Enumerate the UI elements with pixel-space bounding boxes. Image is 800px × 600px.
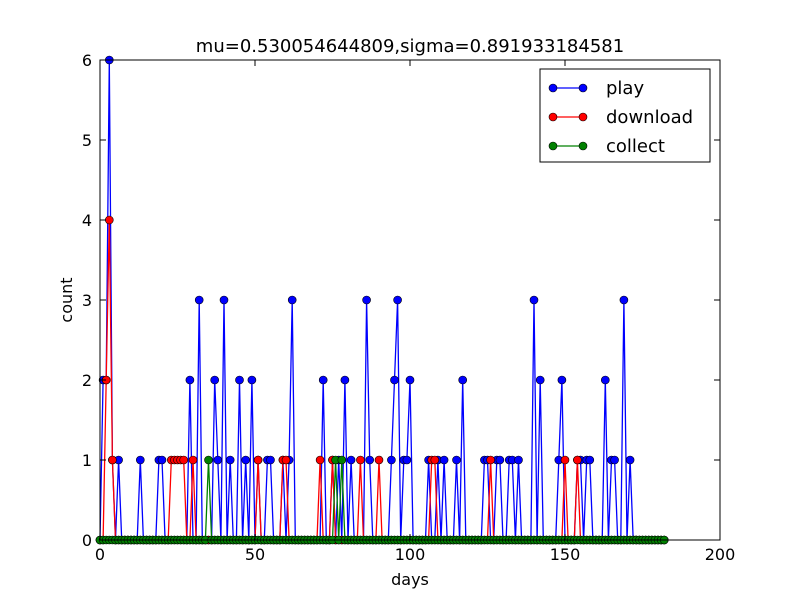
y-tick-label: 3 xyxy=(82,291,92,310)
x-tick-label: 150 xyxy=(550,545,581,564)
data-point-play xyxy=(458,375,468,385)
data-point-download xyxy=(374,455,384,465)
data-point-play xyxy=(194,295,204,305)
y-tick-label: 2 xyxy=(82,371,92,390)
data-point-download xyxy=(430,455,440,465)
data-point-download xyxy=(560,455,570,465)
data-point-play xyxy=(210,375,219,385)
data-point-play xyxy=(185,375,195,385)
y-tick-label: 1 xyxy=(82,451,92,470)
data-point-download xyxy=(188,455,198,465)
data-point-play xyxy=(557,375,567,385)
data-point-download xyxy=(105,215,114,225)
legend-label: collect xyxy=(606,136,665,157)
data-point-play xyxy=(535,375,545,385)
data-point-play xyxy=(157,455,167,465)
data-point-play xyxy=(514,455,523,465)
data-point-download xyxy=(108,455,117,465)
data-point-play xyxy=(219,295,229,305)
data-point-play xyxy=(390,375,399,385)
data-point-play xyxy=(235,375,244,385)
data-point-play xyxy=(318,375,328,385)
data-point-download xyxy=(315,455,325,465)
y-tick-label: 0 xyxy=(82,531,92,550)
data-point-play xyxy=(387,455,396,465)
data-point-play xyxy=(136,455,145,465)
legend-marker xyxy=(548,83,558,93)
legend-entry-collect: collect xyxy=(548,136,665,157)
x-axis-title: days xyxy=(391,570,429,589)
data-point-play xyxy=(225,455,235,465)
x-tick-label: 0 xyxy=(95,545,105,564)
chart-title: mu=0.530054644809,sigma=0.891933184581 xyxy=(196,36,624,57)
data-point-play xyxy=(213,455,223,465)
x-tick-label: 200 xyxy=(705,545,736,564)
legend-marker xyxy=(578,83,588,93)
data-point-play xyxy=(439,455,449,465)
legend-entry-download: download xyxy=(548,107,693,128)
data-point-play xyxy=(405,375,415,385)
legend-marker xyxy=(548,141,558,151)
data-point-play xyxy=(365,455,375,465)
data-point-play xyxy=(625,455,635,465)
data-point-play xyxy=(287,295,297,305)
series-line-download xyxy=(100,219,665,541)
legend-marker xyxy=(578,112,588,122)
legend-entry-play: play xyxy=(548,78,644,99)
data-point-play xyxy=(600,375,610,385)
data-point-download xyxy=(179,455,188,465)
data-point-play xyxy=(266,455,275,465)
legend-marker xyxy=(548,112,558,122)
data-point-play xyxy=(340,375,350,385)
legend-marker xyxy=(578,141,588,151)
x-axis: 0 50 100 150 200 xyxy=(95,60,735,564)
plot-area: 0 50 100 150 200 0 1 2 3 4 5 6 xyxy=(82,51,735,564)
data-point-collect xyxy=(337,455,347,465)
data-point-play xyxy=(247,375,257,385)
y-tick-label: 4 xyxy=(82,211,92,230)
data-point-play xyxy=(452,455,461,465)
y-axis-title: count xyxy=(57,277,76,322)
y-tick-label: 5 xyxy=(82,131,92,150)
data-point-play xyxy=(495,455,505,465)
data-point-collect xyxy=(204,455,213,465)
data-point-play xyxy=(585,455,595,465)
x-tick-label: 100 xyxy=(395,545,426,564)
data-point-play xyxy=(610,455,619,465)
data-point-play xyxy=(529,295,539,305)
data-point-play xyxy=(619,295,629,305)
legend-label: download xyxy=(606,107,693,128)
data-point-download xyxy=(356,455,365,465)
y-axis: 0 1 2 3 4 5 6 xyxy=(82,51,720,550)
data-point-download xyxy=(573,455,582,465)
data-point-play xyxy=(402,455,412,465)
y-tick-label: 6 xyxy=(82,51,92,70)
data-point-download xyxy=(281,455,291,465)
data-point-play xyxy=(346,455,356,465)
data-point-download xyxy=(253,455,263,465)
x-tick-label: 50 xyxy=(245,545,265,564)
data-point-play xyxy=(362,295,371,305)
legend: play download collect xyxy=(539,68,711,163)
legend-label: play xyxy=(606,78,644,99)
data-point-download xyxy=(486,455,495,465)
data-point-play xyxy=(393,295,402,305)
data-point-play xyxy=(241,455,250,465)
